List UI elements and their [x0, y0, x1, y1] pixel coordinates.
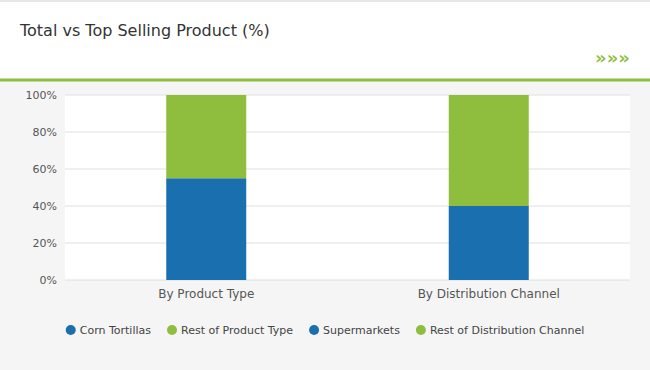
legend-swatch — [167, 325, 177, 335]
bars — [166, 95, 529, 280]
grid-line — [65, 169, 630, 170]
bar-segment — [166, 95, 246, 178]
legend-item: Rest of Product Type — [167, 324, 293, 337]
bar-segment — [449, 206, 529, 280]
grid-line — [65, 95, 630, 96]
legend-label: Rest of Product Type — [181, 324, 293, 337]
legend-label: Supermarkets — [323, 324, 400, 337]
bar-segment — [166, 178, 246, 280]
y-tick-label: 100% — [26, 89, 57, 102]
legend-item: Rest of Distribution Channel — [416, 324, 584, 337]
legend: Corn Tortillas Rest of Product Type Superm… — [66, 324, 585, 337]
x-tick-label: By Distribution Channel — [418, 287, 560, 301]
y-tick-label: 0% — [40, 274, 57, 287]
title: Total vs Top Selling Product (%) — [19, 21, 270, 40]
accent-line — [0, 79, 650, 82]
legend-swatch — [66, 325, 76, 335]
legend-swatch — [416, 325, 426, 335]
annotation: »»» — [595, 47, 630, 68]
grid-line — [65, 280, 630, 281]
y-tick-label: 40% — [33, 200, 57, 213]
plot-bg — [65, 95, 630, 280]
bar-segment — [449, 95, 529, 206]
y-tick-label: 60% — [33, 163, 57, 176]
grid-line — [65, 206, 630, 207]
legend-swatch — [309, 325, 319, 335]
header-bg — [0, 0, 650, 80]
legend-label: Rest of Distribution Channel — [430, 324, 584, 337]
header-border — [0, 1, 650, 2]
legend-item: Corn Tortillas — [66, 324, 152, 337]
grid-line — [65, 132, 630, 133]
x-tick-label: By Product Type — [158, 287, 254, 301]
legend-item: Supermarkets — [309, 324, 400, 337]
y-tick-label: 20% — [33, 237, 57, 250]
y-tick-label: 80% — [33, 126, 57, 139]
grid-line — [65, 243, 630, 244]
legend-label: Corn Tortillas — [80, 324, 152, 337]
